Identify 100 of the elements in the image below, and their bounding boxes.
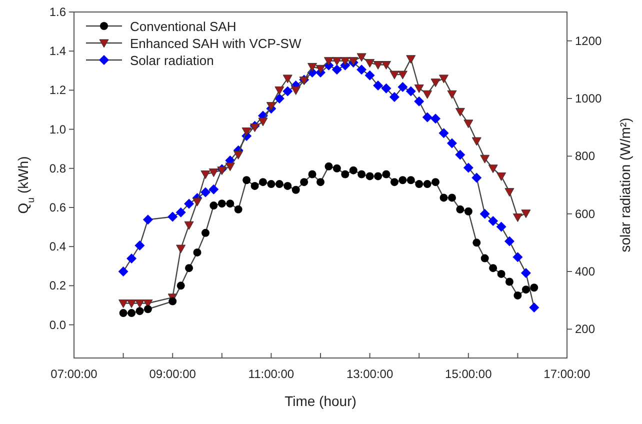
point <box>267 180 276 188</box>
point <box>439 74 448 84</box>
point <box>364 70 375 80</box>
point <box>208 184 219 194</box>
point <box>193 248 202 256</box>
point <box>291 86 301 95</box>
point <box>126 300 136 308</box>
point <box>274 86 284 95</box>
point <box>374 172 382 180</box>
point <box>226 200 234 208</box>
point <box>308 62 318 72</box>
point <box>300 178 308 186</box>
point <box>201 228 210 237</box>
point <box>266 102 276 111</box>
y2-axis-title: solar radiation (W/m²) <box>617 118 633 252</box>
point <box>142 214 153 225</box>
point <box>349 166 358 174</box>
point <box>118 300 128 308</box>
point <box>184 221 194 230</box>
point <box>530 284 538 292</box>
point <box>200 187 210 198</box>
point <box>119 309 128 318</box>
point <box>373 61 383 70</box>
point <box>218 200 226 208</box>
point <box>200 170 210 179</box>
point <box>134 300 144 308</box>
point <box>282 74 292 84</box>
point <box>472 137 482 146</box>
point <box>373 80 384 91</box>
point <box>446 138 457 148</box>
point <box>389 92 400 102</box>
point <box>250 124 260 132</box>
y2-tick-label: 800 <box>575 149 596 164</box>
point <box>356 64 367 75</box>
point <box>522 286 530 294</box>
point <box>258 118 268 126</box>
point <box>512 214 522 222</box>
y2-tick-label: 1200 <box>575 34 602 48</box>
point <box>292 186 300 194</box>
point <box>282 86 293 96</box>
point <box>488 216 498 226</box>
point <box>415 180 424 188</box>
point <box>489 264 498 272</box>
point <box>455 108 465 116</box>
point <box>488 164 498 174</box>
x-tick-label: 09:00:00 <box>149 367 196 381</box>
point <box>185 264 194 272</box>
y-tick-label: 0.4 <box>49 240 66 254</box>
point <box>455 150 466 160</box>
point <box>168 212 178 222</box>
point <box>438 128 449 138</box>
x-tick-label: 07:00:00 <box>50 367 98 381</box>
point <box>284 182 292 190</box>
point <box>134 240 145 251</box>
point <box>316 178 324 186</box>
point <box>390 70 400 80</box>
point <box>217 166 227 176</box>
point <box>398 70 408 80</box>
point <box>472 172 482 183</box>
point <box>504 236 514 246</box>
point <box>480 254 489 262</box>
point <box>358 170 366 178</box>
y2-tick-label: 400 <box>575 264 596 278</box>
point <box>496 222 506 232</box>
point <box>463 162 474 173</box>
point <box>176 207 186 218</box>
point <box>464 120 474 128</box>
point <box>406 176 415 184</box>
point <box>242 127 252 136</box>
point <box>381 61 391 70</box>
point <box>258 178 267 186</box>
y-tick-label: 0.2 <box>49 278 66 293</box>
point <box>332 64 342 75</box>
y-tick-label: 1.2 <box>49 83 66 98</box>
point <box>440 194 448 202</box>
point <box>422 112 432 122</box>
point <box>184 198 194 209</box>
point <box>398 176 407 184</box>
point <box>242 176 251 184</box>
point <box>128 309 136 318</box>
x-tick-label: 13:00:00 <box>346 367 394 381</box>
point <box>366 172 374 180</box>
point <box>365 59 375 68</box>
point <box>390 178 398 186</box>
point <box>406 55 416 64</box>
point <box>341 170 350 178</box>
point <box>398 82 408 92</box>
point <box>504 188 514 197</box>
point <box>250 182 259 190</box>
point <box>406 86 416 96</box>
point <box>168 297 177 306</box>
point <box>422 90 432 99</box>
point <box>234 150 244 160</box>
point <box>324 162 333 170</box>
point <box>480 208 490 219</box>
point <box>432 178 440 186</box>
x-tick-label: 17:00:00 <box>544 367 591 381</box>
y-tick-label: 1.4 <box>49 44 66 58</box>
y2-tick-label: 1000 <box>575 92 602 106</box>
x-tick-label: 11:00:00 <box>248 367 294 381</box>
